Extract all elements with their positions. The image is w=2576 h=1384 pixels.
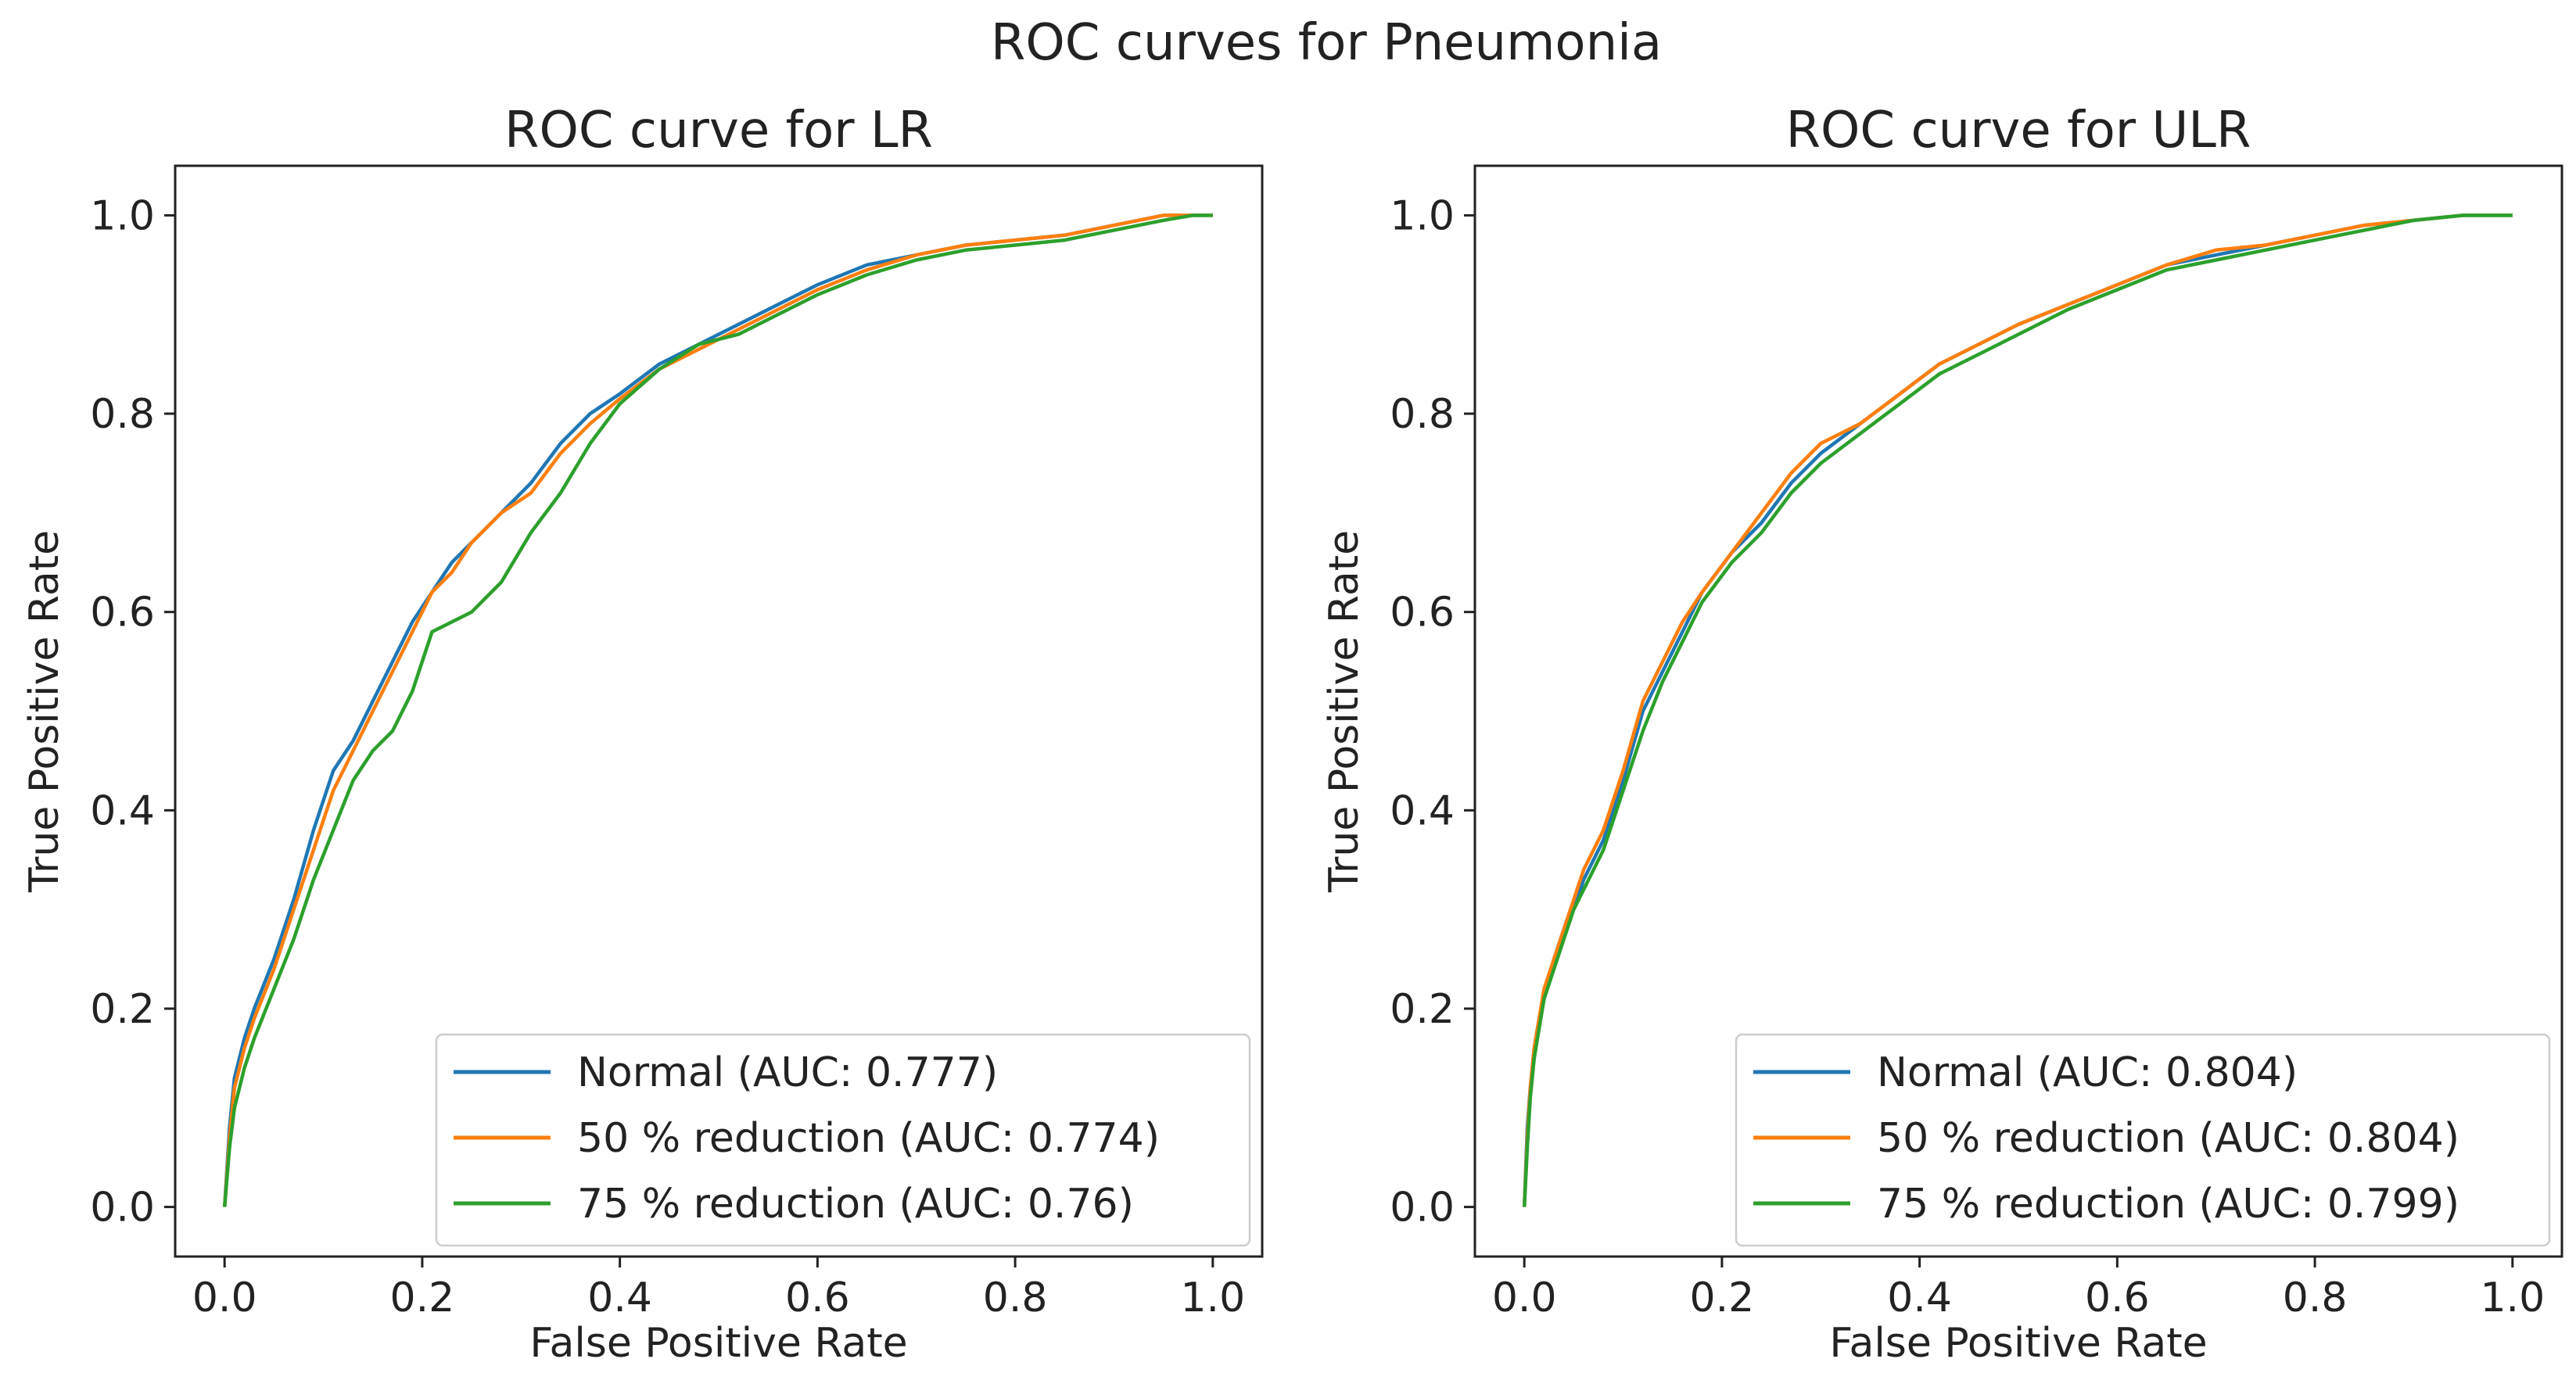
x-tick-label: 0.8 bbox=[983, 1275, 1048, 1321]
legend-label-2: 50 % reduction (AUC: 0.774) bbox=[577, 1115, 1160, 1162]
axes-frame bbox=[174, 164, 1264, 1258]
y-tick-label: 0.0 bbox=[1390, 1185, 1455, 1232]
y-tick-label: 0.0 bbox=[90, 1185, 155, 1232]
y-axis-label: True Positive Rate bbox=[21, 530, 68, 893]
y-tick-label: 0.6 bbox=[90, 590, 155, 636]
legend-label-1: Normal (AUC: 0.777) bbox=[577, 1049, 998, 1096]
series-line-2 bbox=[222, 213, 1213, 1207]
legend-label-3: 75 % reduction (AUC: 0.76) bbox=[577, 1181, 1134, 1228]
y-tick-label: 1.0 bbox=[90, 192, 155, 239]
x-tick-label: 1.0 bbox=[2480, 1275, 2545, 1321]
legend-label-2: 50 % reduction (AUC: 0.804) bbox=[1877, 1115, 2459, 1162]
x-tick-label: 0.4 bbox=[587, 1275, 652, 1321]
y-tick-label: 0.4 bbox=[90, 787, 155, 834]
x-tick-label: 1.0 bbox=[1180, 1275, 1245, 1321]
axes-frame bbox=[1473, 164, 2563, 1258]
legend-label-1: Normal (AUC: 0.804) bbox=[1877, 1049, 2298, 1096]
x-tick-label: 0.2 bbox=[390, 1275, 455, 1321]
y-tick-label: 0.8 bbox=[1390, 391, 1455, 438]
y-tick-label: 0.2 bbox=[90, 986, 155, 1033]
y-axis-label: True Positive Rate bbox=[1321, 530, 1368, 893]
legend-box bbox=[435, 1033, 1251, 1247]
series-lines bbox=[1522, 213, 2513, 1207]
y-tick-label: 0.2 bbox=[1390, 986, 1455, 1033]
x-axis-label: False Positive Rate bbox=[1829, 1320, 2207, 1367]
x-tick-label: 0.0 bbox=[192, 1275, 257, 1321]
chart-panel-2: ROC curve for ULR 0.0 0.2 0.4 0.6 0.8 1.0 0.0 0.… bbox=[1321, 102, 2563, 1367]
y-tick-label: 0.6 bbox=[1390, 590, 1455, 636]
legend-box bbox=[1735, 1033, 2551, 1247]
series-line-2 bbox=[1522, 213, 2513, 1207]
y-tick-label: 0.8 bbox=[90, 391, 155, 438]
x-tick-label: 0.6 bbox=[2085, 1275, 2150, 1321]
y-tick-label: 1.0 bbox=[1390, 192, 1455, 239]
x-tick-label: 0.2 bbox=[1690, 1275, 1755, 1321]
series-line-3 bbox=[1522, 213, 2513, 1207]
x-tick-label: 0.4 bbox=[1887, 1275, 1952, 1321]
x-tick-label: 0.8 bbox=[2283, 1275, 2348, 1321]
chart-panel-1: ROC curve for LR 0.0 0.2 0.4 0.6 0.8 1.0 0.0 0.2… bbox=[21, 102, 1264, 1367]
x-tick-label: 0.0 bbox=[1492, 1275, 1557, 1321]
panel-title: ROC curve for LR bbox=[504, 102, 933, 160]
x-axis-label: False Positive Rate bbox=[529, 1320, 907, 1367]
series-lines bbox=[222, 213, 1213, 1207]
legend: Normal (AUC: 0.804) 50 % reduction (AUC: … bbox=[1735, 1033, 2551, 1247]
series-line-3 bbox=[222, 213, 1213, 1207]
figure-suptitle: ROC curves for Pneumonia bbox=[991, 14, 1662, 72]
legend-label-3: 75 % reduction (AUC: 0.799) bbox=[1877, 1181, 2459, 1228]
legend: Normal (AUC: 0.777) 50 % reduction (AUC: … bbox=[435, 1033, 1251, 1247]
x-tick-label: 0.6 bbox=[785, 1275, 850, 1321]
panel-title: ROC curve for ULR bbox=[1786, 102, 2251, 160]
y-tick-label: 0.4 bbox=[1390, 787, 1455, 834]
